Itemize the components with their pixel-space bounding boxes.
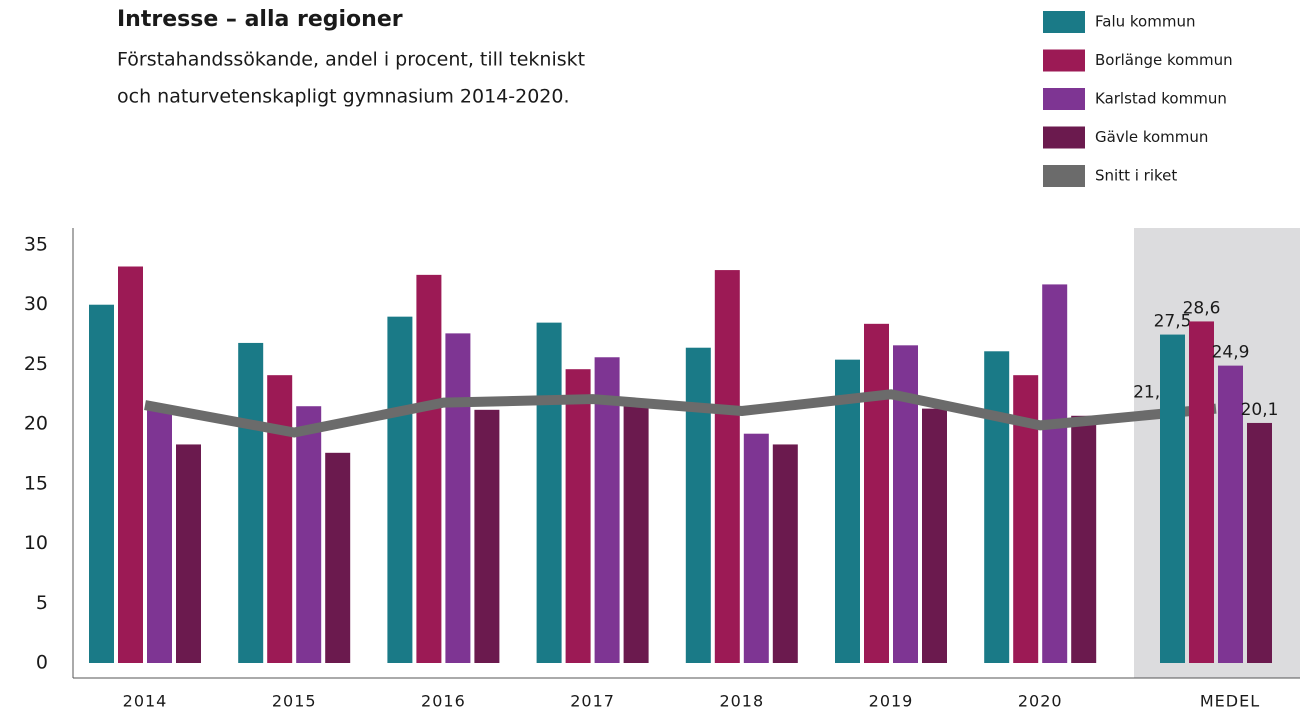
bar — [445, 333, 471, 663]
bar — [922, 408, 947, 663]
chart-title: Intresse – alla regioner — [117, 7, 403, 32]
y-tick-label: 0 — [36, 652, 48, 674]
bar — [835, 359, 860, 663]
legend-swatch — [1043, 11, 1085, 33]
x-tick-label: 2018 — [719, 692, 764, 711]
data-label: 24,9 — [1212, 343, 1250, 363]
subtitle: och naturvetenskapligt gymnasium 2014-20… — [117, 86, 570, 108]
x-tick-label: 2016 — [421, 692, 466, 711]
y-tick-label: 10 — [24, 532, 48, 554]
legend-swatch — [1043, 49, 1085, 72]
x-tick-label: 2020 — [1018, 692, 1063, 711]
bar — [267, 375, 293, 663]
bar — [387, 316, 413, 663]
bar — [118, 266, 143, 663]
bar — [714, 270, 740, 663]
legend-swatch — [1043, 88, 1085, 110]
bar — [984, 351, 1010, 663]
bar — [89, 304, 114, 663]
bar — [238, 342, 264, 663]
bar — [536, 322, 562, 663]
bar — [416, 274, 442, 663]
legend-label: Karlstad kommun — [1095, 90, 1227, 108]
legend-label: Borlänge kommun — [1095, 51, 1233, 69]
bar — [1247, 422, 1272, 663]
legend-label: Gävle kommun — [1095, 128, 1208, 146]
legend-label: Snitt i riket — [1095, 167, 1177, 185]
bar — [864, 323, 889, 663]
x-tick-label: MEDEL — [1200, 692, 1260, 711]
bar — [772, 444, 798, 663]
legend-swatch — [1043, 126, 1085, 149]
y-tick-label: 25 — [24, 353, 48, 375]
line — [144, 389, 1217, 438]
y-tick-label: 30 — [24, 293, 48, 315]
bar — [743, 433, 769, 663]
y-tick-label: 35 — [24, 234, 48, 256]
bar — [296, 406, 322, 663]
y-tick-label: 20 — [24, 413, 48, 435]
bar — [176, 444, 201, 663]
bar — [1071, 415, 1097, 663]
bar — [1189, 321, 1214, 663]
bar — [1218, 365, 1243, 663]
x-tick-label: 2015 — [272, 692, 317, 711]
x-tick-label: 2017 — [570, 692, 615, 711]
y-tick-label: 5 — [36, 592, 48, 614]
data-label: 20,1 — [1241, 400, 1279, 420]
bar — [685, 347, 711, 663]
bar — [1160, 334, 1185, 663]
bar — [325, 452, 351, 663]
x-tick-label: 2014 — [123, 692, 168, 711]
data-label: 28,6 — [1183, 298, 1221, 318]
bar — [623, 406, 649, 663]
y-tick-label: 15 — [24, 472, 48, 494]
medel-background — [1134, 228, 1300, 678]
subtitle: Förstahandssökande, andel i procent, til… — [117, 49, 585, 71]
legend-label: Falu kommun — [1095, 13, 1195, 31]
bar — [1042, 284, 1068, 663]
legend-swatch — [1043, 165, 1085, 187]
data-label: 27,5 — [1154, 312, 1192, 332]
bar — [147, 405, 172, 663]
bar — [474, 409, 500, 663]
x-tick-label: 2019 — [869, 692, 914, 711]
bar — [594, 357, 620, 663]
bar — [565, 369, 591, 663]
